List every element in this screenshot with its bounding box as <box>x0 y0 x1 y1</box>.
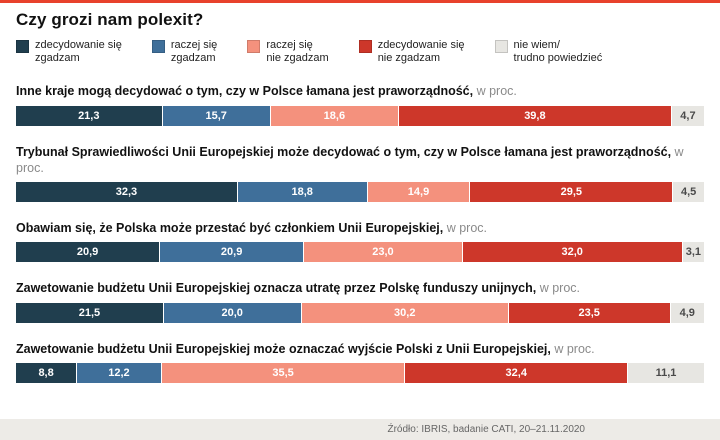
legend-item: nie wiem/trudno powiedzieć <box>494 39 603 65</box>
stacked-bar: 20,9 20,9 23,0 32,0 3,1 <box>16 242 704 263</box>
question-title-unit: w proc. <box>554 341 595 356</box>
bar-segment: 23,5 <box>508 302 670 323</box>
bar-segment: 11,1 <box>628 362 704 383</box>
question-title-text: Zawetowanie budżetu Unii Europejskiej mo… <box>16 341 555 356</box>
question-title-text: Inne kraje mogą decydować o tym, czy w P… <box>16 84 477 99</box>
bar-segment: 8,8 <box>16 362 77 383</box>
bar-segment: 29,5 <box>470 182 673 203</box>
bar-segment: 4,7 <box>671 105 704 126</box>
question-block: Zawetowanie budżetu Unii Europejskiej oz… <box>16 280 704 323</box>
stacked-bar: 21,5 20,0 30,2 23,5 4,9 <box>16 302 704 323</box>
question-title-unit: w proc. <box>446 221 488 236</box>
bar-segment: 4,5 <box>673 182 705 203</box>
legend-swatch <box>494 40 508 53</box>
question-title-text: Zawetowanie budżetu Unii Europejskiej oz… <box>16 281 540 296</box>
bar-segment: 21,5 <box>16 302 163 323</box>
question-title: Trybunał Sprawiedliwości Unii Europejski… <box>16 144 704 177</box>
bar-segment: 18,6 <box>270 105 398 126</box>
legend-label: raczej się zgadzam <box>170 39 218 65</box>
page-title: Czy grozi nam polexit? <box>16 10 204 29</box>
bar-segment: 35,5 <box>161 362 405 383</box>
questions-container: Inne kraje mogą decydować o tym, czy w P… <box>16 83 705 383</box>
question-title: Zawetowanie budżetu Unii Europejskiej oz… <box>16 280 704 296</box>
bar-segment: 15,7 <box>162 105 270 126</box>
legend-label: zdecydowanie się nie zgadzam <box>377 39 465 65</box>
bar-segment: 39,8 <box>398 105 671 126</box>
legend-item: zdecydowanie się zgadzam <box>16 39 122 65</box>
question-block: Obawiam się, że Polska może przestać być… <box>16 220 704 263</box>
bar-segment: 4,9 <box>670 302 704 323</box>
bar-segment: 21,3 <box>16 105 162 126</box>
legend-item: raczej się zgadzam <box>151 39 218 65</box>
bar-segment: 23,0 <box>304 242 462 263</box>
question-block: Zawetowanie budżetu Unii Europejskiej mo… <box>16 341 704 383</box>
bar-segment: 32,4 <box>405 362 628 383</box>
legend-item: zdecydowanie się nie zgadzam <box>358 39 465 65</box>
bar-segment: 32,0 <box>462 242 682 263</box>
source-note: Źródło: IBRIS, badanie CATI, 20–21.11.20… <box>0 419 720 440</box>
stacked-bar: 21,3 15,7 18,6 39,8 4,7 <box>16 105 704 126</box>
legend-label: nie wiem/trudno powiedzieć <box>513 39 603 65</box>
bar-segment: 30,2 <box>301 302 508 323</box>
bar-segment: 12,2 <box>77 362 161 383</box>
bar-segment: 20,0 <box>163 302 301 323</box>
bar-segment: 20,9 <box>160 242 304 263</box>
question-title-unit: w proc. <box>476 84 517 99</box>
bar-segment: 14,9 <box>367 182 470 203</box>
question-title: Zawetowanie budżetu Unii Europejskiej mo… <box>16 341 704 357</box>
legend-swatch <box>16 40 29 53</box>
question-title: Inne kraje mogą decydować o tym, czy w P… <box>16 83 704 99</box>
bar-segment: 18,8 <box>237 182 367 203</box>
stacked-bar: 8,8 12,2 35,5 32,4 11,1 <box>16 362 704 383</box>
infographic: Czy grozi nam polexit? zdecydowanie się z… <box>0 10 720 383</box>
legend-swatch <box>151 40 165 53</box>
bar-segment: 3,1 <box>682 242 704 263</box>
question-title: Obawiam się, że Polska może przestać być… <box>16 220 704 236</box>
question-title-text: Trybunał Sprawiedliwości Unii Europejski… <box>16 144 675 159</box>
bar-segment: 32,3 <box>16 182 237 203</box>
bar-segment: 20,9 <box>16 242 160 263</box>
question-title-unit: w proc. <box>539 281 581 296</box>
question-title-unit: w proc. <box>16 144 684 175</box>
question-title-text: Obawiam się, że Polska może przestać być… <box>16 221 447 236</box>
legend-label: raczej się nie zgadzam <box>266 39 329 65</box>
legend-swatch <box>358 40 372 53</box>
stacked-bar: 32,3 18,8 14,9 29,5 4,5 <box>16 182 705 203</box>
legend: zdecydowanie się zgadzam raczej się zgadzam… <box>16 39 704 65</box>
legend-item: raczej się nie zgadzam <box>247 39 329 65</box>
legend-swatch <box>247 40 261 53</box>
question-block: Inne kraje mogą decydować o tym, czy w P… <box>16 83 704 126</box>
legend-label: zdecydowanie się zgadzam <box>35 39 122 65</box>
question-block: Trybunał Sprawiedliwości Unii Europejski… <box>16 144 705 203</box>
